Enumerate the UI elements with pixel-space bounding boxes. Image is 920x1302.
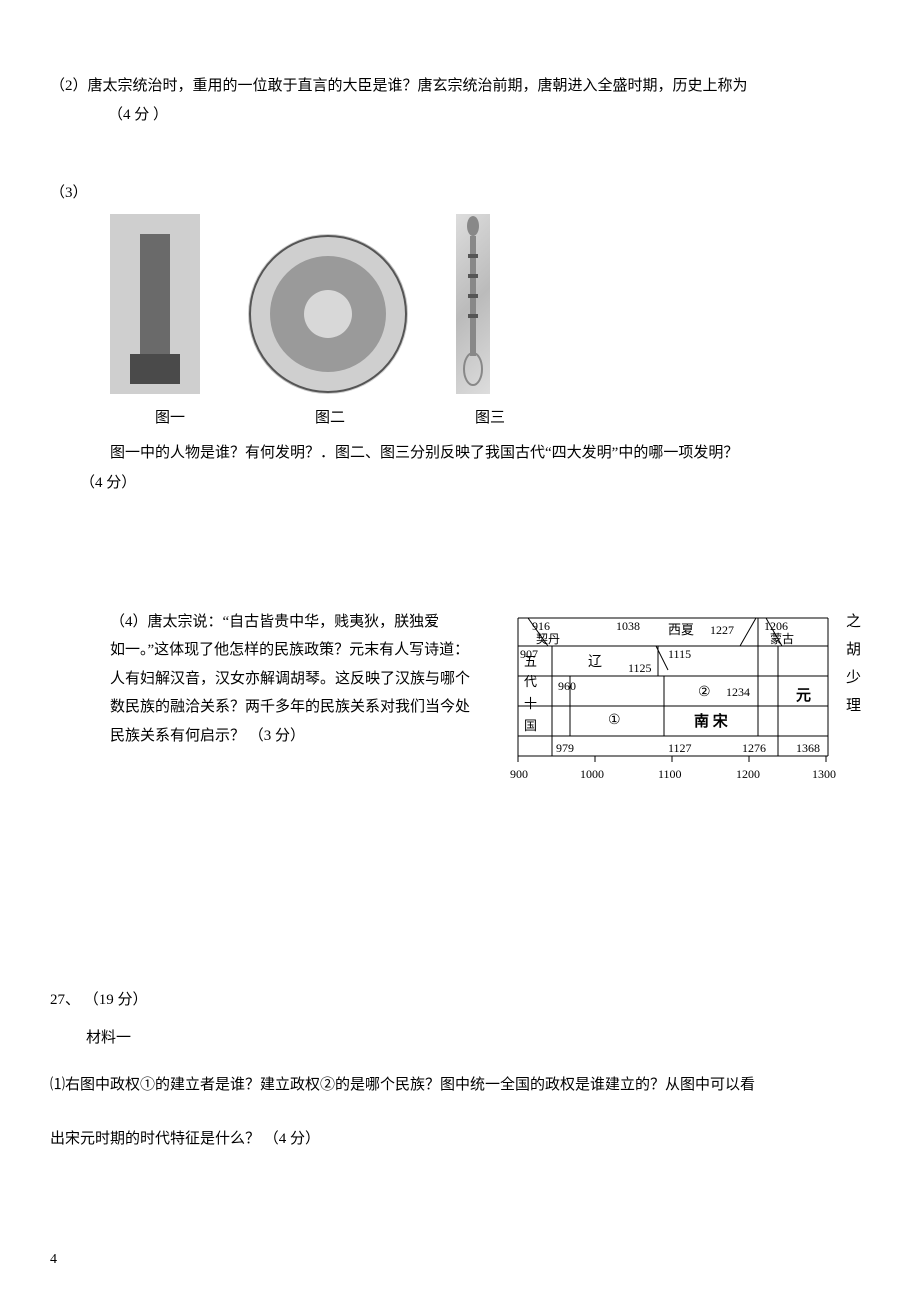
q4-line-2: 人有妇解汉音，汉女亦解调胡琴。这反映了汉族与哪个: [110, 665, 500, 694]
q2-points: （4 分 ）: [50, 101, 870, 130]
svg-text:1300: 1300: [812, 767, 836, 781]
page-number: 4: [50, 1247, 57, 1274]
timeline-diagram: 916 契丹 1038 西夏 1227 1206 蒙古 907 辽 1125 1…: [508, 608, 838, 786]
figure-3: [456, 214, 490, 405]
q27-material: 材料一: [50, 1024, 870, 1053]
svg-text:1125: 1125: [628, 661, 652, 675]
q27-header: 27、 （19 分）: [50, 986, 870, 1015]
svg-text:979: 979: [556, 741, 574, 755]
figure-captions: 图一 图二 图三: [50, 404, 870, 433]
question-27: 27、 （19 分） 材料一 ⑴右图中政权①的建立者是谁？建立政权②的是哪个民族…: [50, 986, 870, 1154]
svg-text:国: 国: [524, 718, 537, 733]
svg-text:1368: 1368: [796, 741, 820, 755]
svg-text:1200: 1200: [736, 767, 760, 781]
figure-2: [248, 234, 408, 405]
timeline-svg: 916 契丹 1038 西夏 1227 1206 蒙古 907 辽 1125 1…: [508, 608, 838, 786]
svg-text:蒙古: 蒙古: [770, 631, 794, 646]
q27-q1a: ⑴右图中政权①的建立者是谁？建立政权②的是哪个民族？图中统一全国的政权是谁建立的…: [50, 1071, 870, 1100]
question-2: （2）唐太宗统治时，重用的一位敢于直言的大臣是谁？唐玄宗统治前期，唐朝进入全盛时…: [50, 72, 870, 129]
svg-text:1038: 1038: [616, 619, 640, 633]
q4-right-1: 胡: [846, 636, 864, 664]
figure-1-caption: 图一: [110, 404, 230, 433]
q4-line-3: 数民族的融洽关系？两千多年的民族关系对我们当今处: [110, 693, 500, 722]
svg-text:960: 960: [558, 679, 576, 693]
q2-text: 唐太宗统治时，重用的一位敢于直言的大臣是谁？唐玄宗统治前期，唐朝进入全盛时期，历…: [88, 78, 748, 94]
q4-line-0: （4）唐太宗说：“自古皆贵中华，贱夷狄，朕独爱: [110, 608, 500, 637]
question-3-label: （3）: [50, 179, 870, 208]
svg-text:1127: 1127: [668, 741, 692, 755]
q2-label: （2）: [50, 78, 88, 94]
q27-q1b: 出宋元时期的时代特征是什么？ （4 分）: [50, 1125, 870, 1154]
svg-text:南 宋: 南 宋: [694, 712, 729, 730]
figure-row: [50, 214, 870, 405]
q3-points: （4 分）: [50, 469, 870, 498]
svg-text:1276: 1276: [742, 741, 766, 755]
svg-text:1115: 1115: [668, 647, 691, 661]
q3-text: 图一中的人物是谁？有何发明？．图二、图三分别反映了我国古代“四大发明”中的哪一项…: [50, 439, 870, 468]
q4-right-0: 之: [846, 608, 864, 636]
svg-text:1100: 1100: [658, 767, 682, 781]
svg-text:辽: 辽: [588, 654, 602, 670]
q4-right-3: 理: [846, 692, 864, 720]
q4-right-2: 少: [846, 664, 864, 692]
figure-1: [110, 214, 200, 405]
svg-text:五: 五: [524, 654, 537, 669]
figure-2-image: [248, 234, 408, 394]
svg-text:代: 代: [524, 674, 537, 689]
svg-text:1227: 1227: [710, 623, 734, 637]
svg-text:916: 916: [532, 619, 550, 633]
svg-text:契丹: 契丹: [536, 632, 560, 646]
svg-text:1000: 1000: [580, 767, 604, 781]
svg-text:十: 十: [524, 696, 537, 711]
figure-3-image: [456, 214, 490, 394]
svg-text:900: 900: [510, 767, 528, 781]
figure-2-caption: 图二: [230, 404, 430, 433]
svg-text:元: 元: [796, 687, 811, 704]
svg-text:②: ②: [698, 685, 711, 700]
figure-3-caption: 图三: [430, 404, 550, 433]
q4-line-1: 如一。”这体现了他怎样的民族政策？元末有人写诗道：: [110, 636, 500, 665]
q2-line1: （2）唐太宗统治时，重用的一位敢于直言的大臣是谁？唐玄宗统治前期，唐朝进入全盛时…: [50, 72, 870, 101]
question-4-block: （4）唐太宗说：“自古皆贵中华，贱夷狄，朕独爱 如一。”这体现了他怎样的民族政策…: [50, 608, 870, 786]
svg-text:西夏: 西夏: [668, 622, 694, 637]
q4-text: （4）唐太宗说：“自古皆贵中华，贱夷狄，朕独爱 如一。”这体现了他怎样的民族政策…: [50, 608, 500, 786]
svg-text:1234: 1234: [726, 685, 750, 699]
svg-text:1206: 1206: [764, 619, 788, 633]
svg-text:①: ①: [608, 713, 621, 728]
q4-right-chars: 之 胡 少 理: [846, 608, 864, 786]
figure-1-image: [110, 214, 200, 394]
q4-line-4: 民族关系有何启示？ （3 分）: [110, 722, 500, 751]
